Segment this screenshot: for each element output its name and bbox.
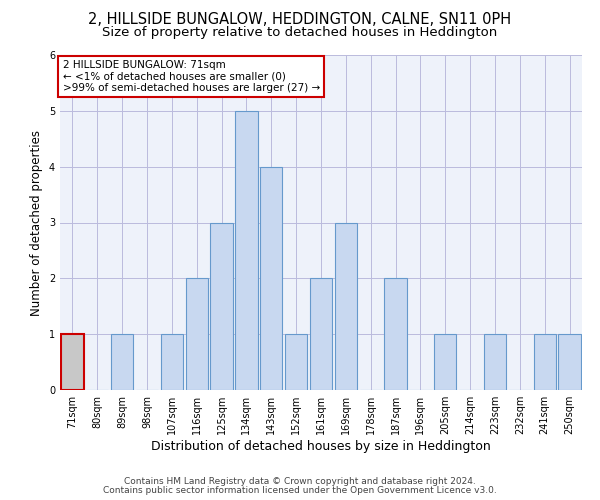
Bar: [285, 334, 307, 390]
Bar: [185, 278, 208, 390]
Bar: [385, 278, 407, 390]
Y-axis label: Number of detached properties: Number of detached properties: [31, 130, 43, 316]
X-axis label: Distribution of detached houses by size in Heddington: Distribution of detached houses by size …: [151, 440, 491, 453]
Text: 2 HILLSIDE BUNGALOW: 71sqm
← <1% of detached houses are smaller (0)
>99% of semi: 2 HILLSIDE BUNGALOW: 71sqm ← <1% of deta…: [62, 60, 320, 93]
Text: Contains public sector information licensed under the Open Government Licence v3: Contains public sector information licen…: [103, 486, 497, 495]
Bar: [533, 334, 556, 390]
Bar: [211, 222, 233, 390]
Bar: [559, 334, 581, 390]
Bar: [335, 222, 357, 390]
Text: Contains HM Land Registry data © Crown copyright and database right 2024.: Contains HM Land Registry data © Crown c…: [124, 477, 476, 486]
Bar: [111, 334, 133, 390]
Text: 2, HILLSIDE BUNGALOW, HEDDINGTON, CALNE, SN11 0PH: 2, HILLSIDE BUNGALOW, HEDDINGTON, CALNE,…: [88, 12, 512, 28]
Bar: [484, 334, 506, 390]
Bar: [310, 278, 332, 390]
Bar: [161, 334, 183, 390]
Text: Size of property relative to detached houses in Heddington: Size of property relative to detached ho…: [103, 26, 497, 39]
Bar: [61, 334, 83, 390]
Bar: [260, 166, 283, 390]
Bar: [235, 111, 257, 390]
Bar: [434, 334, 457, 390]
